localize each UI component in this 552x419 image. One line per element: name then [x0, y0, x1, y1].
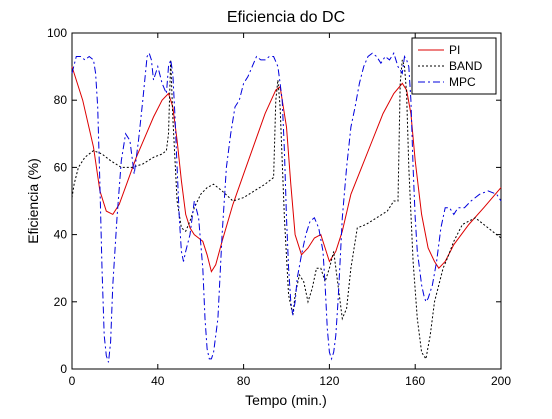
series-line-band [71, 59, 502, 361]
legend-label-pi: PI [449, 43, 460, 57]
y-tick-label: 60 [54, 160, 68, 174]
x-tick-label: 200 [491, 374, 511, 388]
x-axis-label: Tempo (min.) [245, 392, 327, 408]
axis-ticks: 0 40 80 120 160 200 0 20 40 60 80 100 [47, 26, 511, 388]
y-tick-label: 20 [54, 295, 68, 309]
x-tick-label: 80 [237, 374, 251, 388]
x-tick-label: 0 [69, 374, 76, 388]
y-tick-label: 100 [47, 26, 67, 40]
y-tick-label: 0 [60, 362, 67, 376]
y-tick-label: 80 [54, 93, 68, 107]
y-tick-label: 40 [54, 228, 68, 242]
x-tick-label: 40 [151, 374, 165, 388]
y-axis-label: Eficiencia (%) [25, 158, 41, 244]
legend: PI BAND MPC [411, 37, 497, 95]
x-tick-label: 120 [319, 374, 339, 388]
x-tick-label: 160 [405, 374, 425, 388]
legend-label-band: BAND [449, 59, 483, 73]
series-layer [71, 52, 502, 363]
chart-title: Eficiencia do DC [227, 9, 345, 26]
legend-label-mpc: MPC [449, 75, 476, 89]
